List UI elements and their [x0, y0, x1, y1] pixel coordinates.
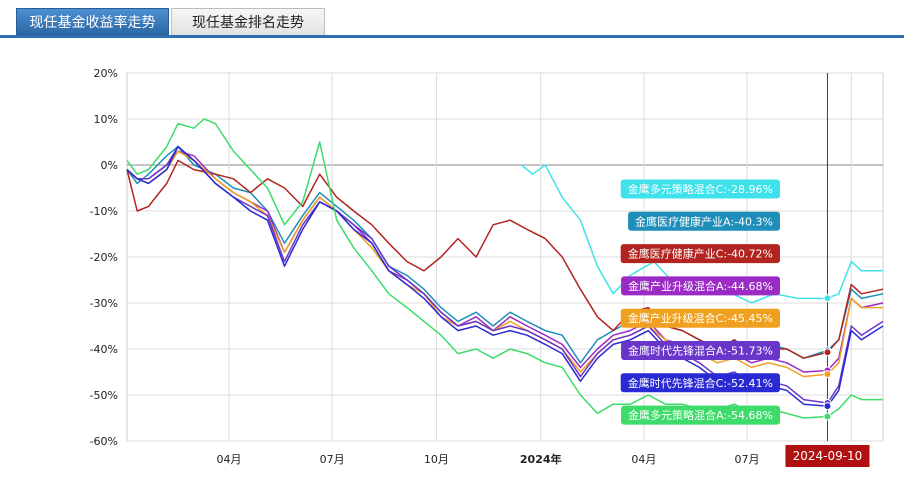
y-tick-label: -10%	[90, 205, 118, 218]
series-line-4	[126, 150, 883, 378]
tooltip-text-6: 金鹰时代先锋混合C:-52.41%	[628, 376, 773, 390]
return-trend-chart: 20% 10% 0% -10% -20% -30% -40% -50% -60% 04月 07月 1…	[90, 67, 884, 467]
y-tick-label: -20%	[90, 251, 118, 264]
x-axis: 04月07月10月2024年04月07月10月	[217, 452, 864, 466]
y-axis: 20% 10% 0% -10% -20% -30% -40% -50% -60%	[90, 67, 118, 448]
x-tick-label: 10月	[424, 453, 449, 466]
tooltip-box-0	[620, 179, 780, 199]
y-tick-label: 20%	[94, 67, 118, 80]
series-lines	[126, 118, 884, 419]
tab-fund-return-trend[interactable]: 现任基金收益率走势	[16, 8, 169, 35]
tooltip-box-4	[620, 308, 780, 328]
y-tick-label: -60%	[90, 435, 118, 448]
x-tick-label: 07月	[734, 453, 759, 466]
tooltip-box-1	[628, 211, 780, 231]
y-tick-label: -30%	[90, 297, 118, 310]
tooltip-box-7	[621, 405, 780, 425]
series-line-7	[126, 118, 883, 419]
tab-bar: 现任基金收益率走势 现任基金排名走势	[0, 0, 904, 38]
tooltip-box-5	[621, 341, 780, 360]
tooltip-text-4: 金鹰产业升级混合C:-45.45%	[628, 311, 773, 325]
tooltip-text-7: 金鹰多元策略混合A:-54.68%	[628, 408, 773, 422]
tooltip-text-5: 金鹰时代先锋混合A:-51.73%	[628, 344, 773, 358]
grid	[126, 72, 884, 442]
tooltip-box-6	[620, 373, 780, 393]
cursor-marker-0	[823, 294, 832, 303]
tooltips: 金鹰多元策略混合C:-28.96% 金鹰医疗健康产业A:-40.3% 金鹰医疗健康产…	[620, 179, 832, 425]
cursor-marker-6	[823, 402, 832, 411]
tab-fund-rank-trend[interactable]: 现任基金排名走势	[171, 8, 325, 35]
cursor-date-badge	[785, 445, 870, 467]
x-tick-label: 04月	[217, 453, 242, 466]
y-tick-label: 0%	[101, 159, 118, 172]
x-tick-label: 04月	[631, 453, 656, 466]
y-tick-label: -40%	[90, 343, 118, 356]
cursor-marker-2	[823, 348, 832, 357]
x-tick-label: 07月	[320, 453, 345, 466]
y-tick-label: -50%	[90, 389, 118, 402]
tooltip-text-3: 金鹰产业升级混合A:-44.68%	[628, 279, 773, 293]
cursor-marker-4	[823, 370, 832, 379]
tooltip-box-3	[621, 276, 780, 296]
tooltip-text-2: 金鹰医疗健康产业C:-40.72%	[628, 247, 773, 261]
x-tick-label: 2024年	[520, 452, 562, 466]
tooltip-text-1: 金鹰医疗健康产业A:-40.3%	[635, 214, 773, 228]
tooltip-text-0: 金鹰多元策略混合C:-28.96%	[628, 182, 773, 196]
cursor: 2024-09-10	[785, 73, 870, 467]
y-tick-label: 10%	[94, 113, 118, 126]
tooltip-box-2	[620, 244, 780, 264]
cursor-marker-7	[823, 412, 832, 421]
cursor-date-label: 2024-09-10	[793, 449, 863, 463]
